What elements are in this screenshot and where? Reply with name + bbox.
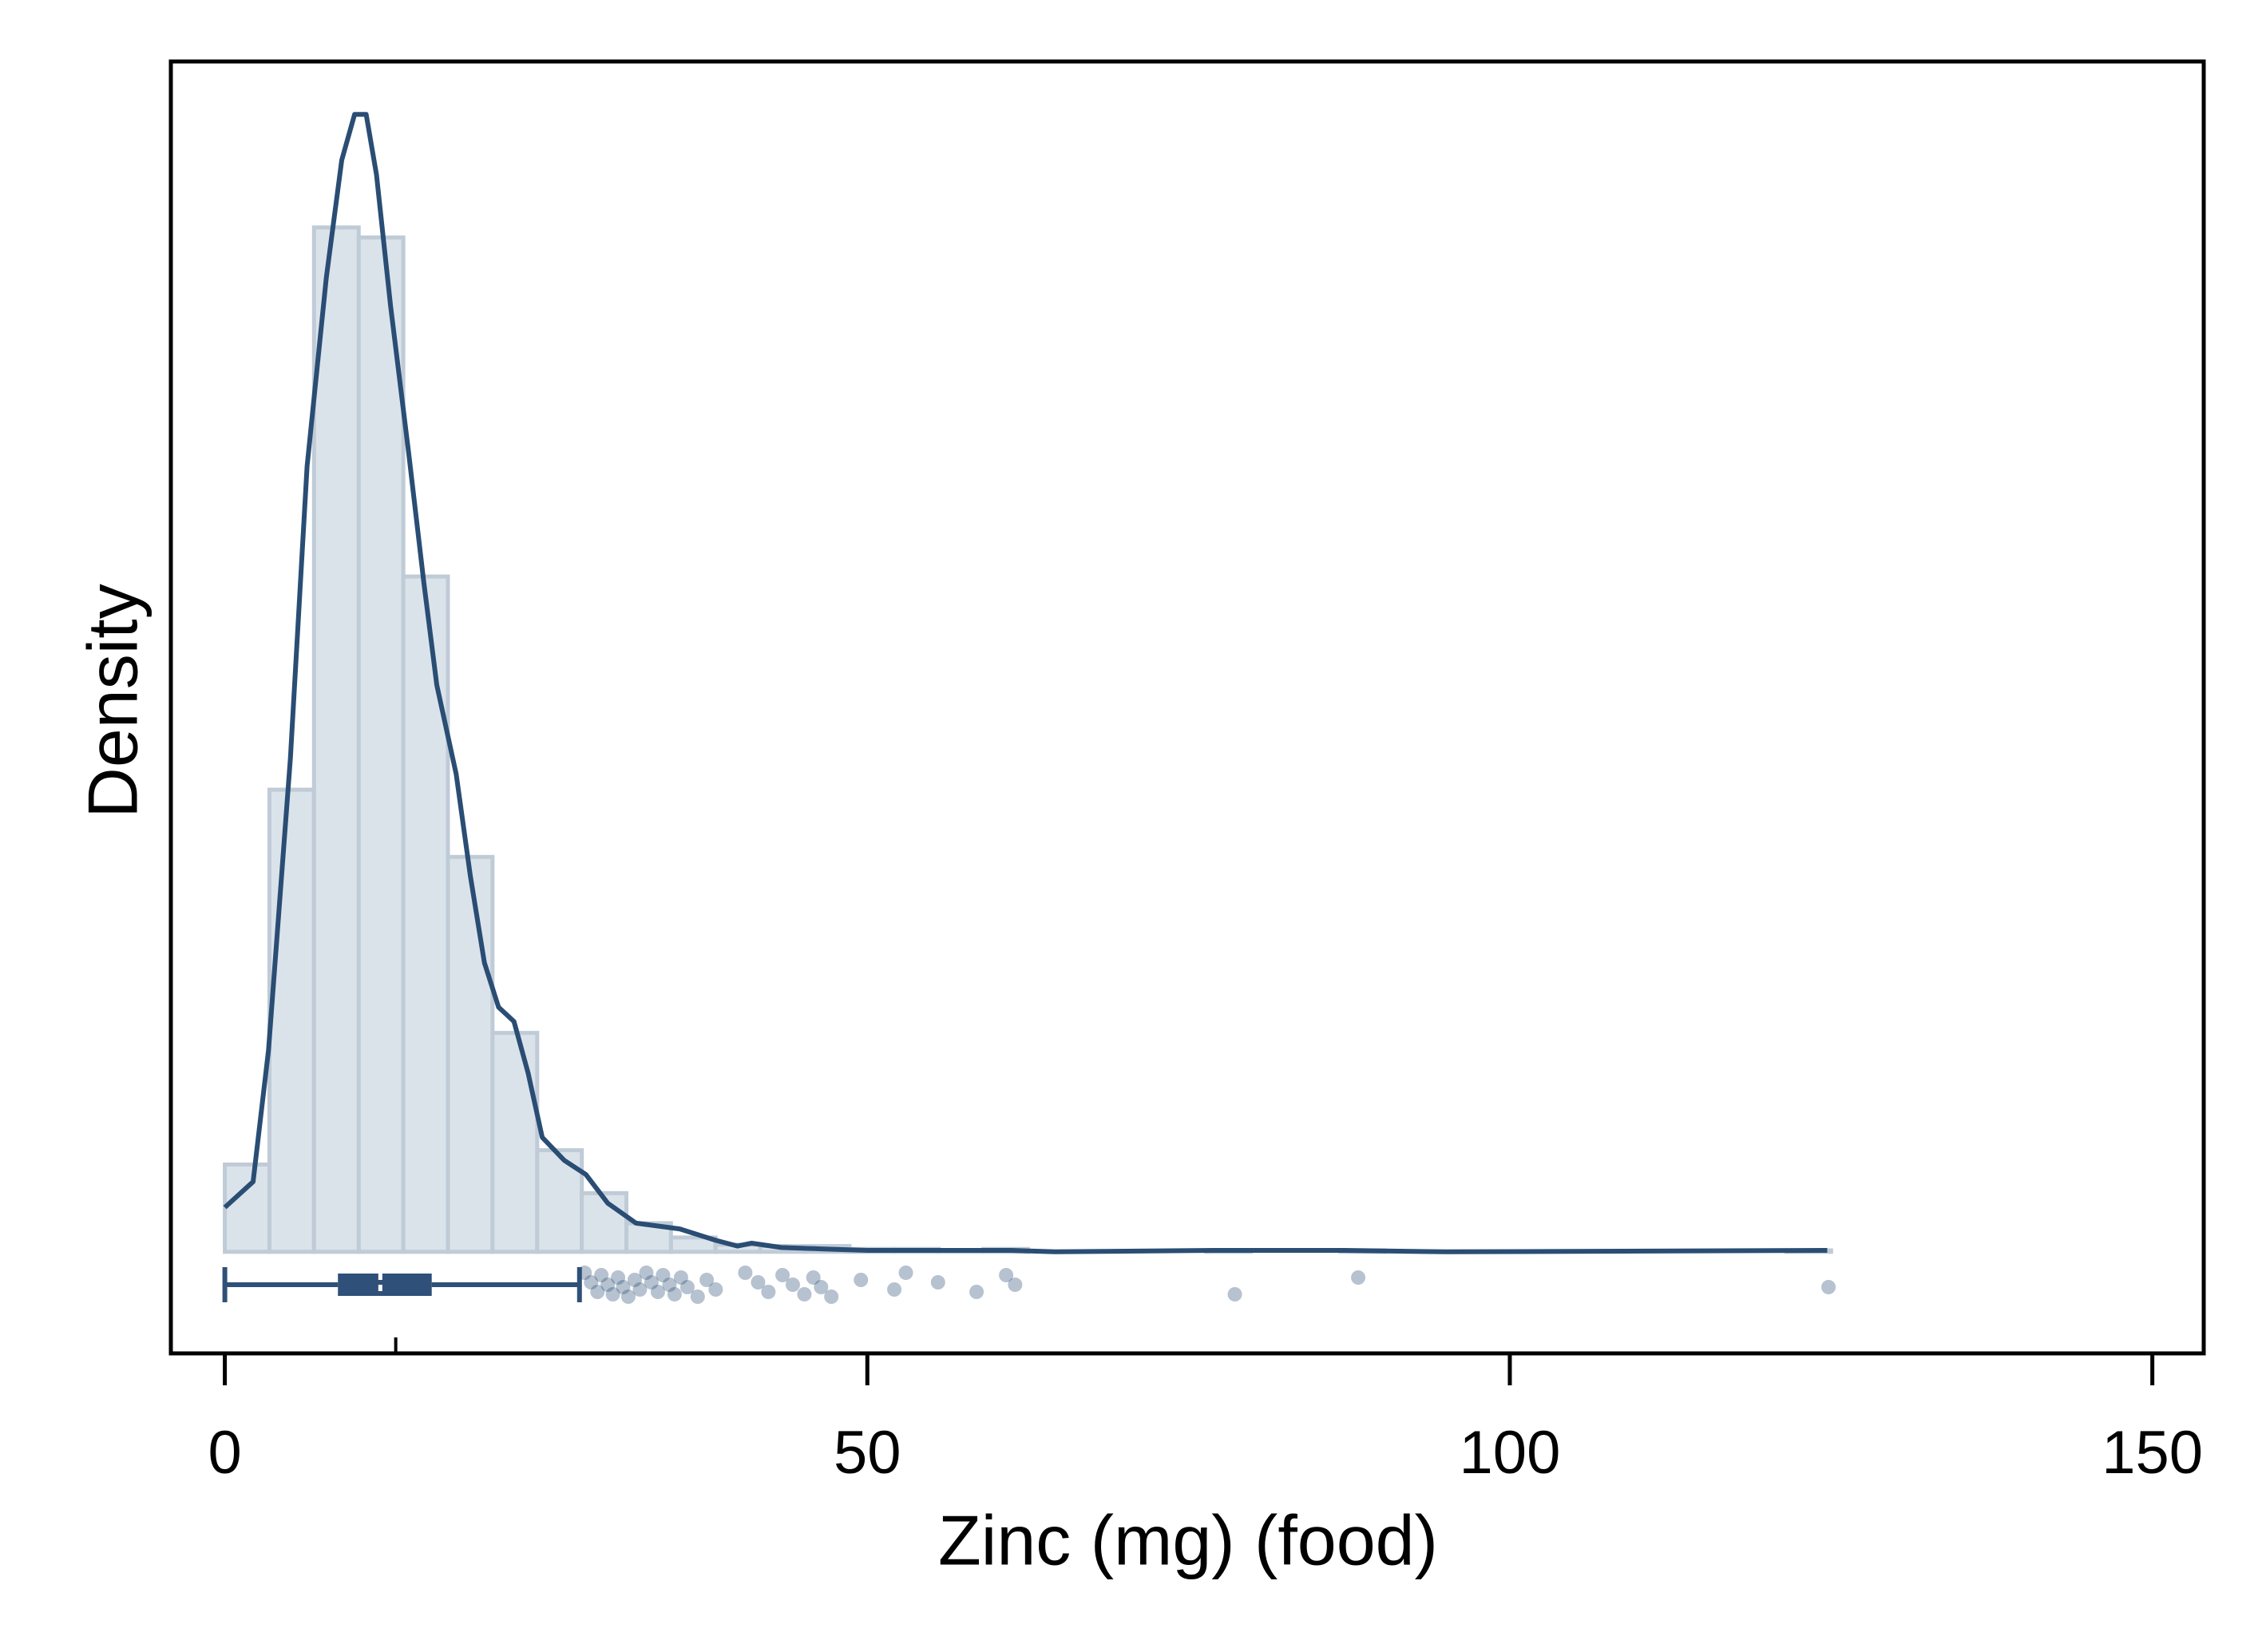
histogram-bar (311, 225, 361, 1254)
outlier-point (930, 1275, 945, 1290)
outlier-point (797, 1287, 812, 1301)
outlier-point (751, 1275, 766, 1290)
outlier-point (656, 1268, 671, 1282)
outlier-point (632, 1282, 648, 1297)
outlier-point (761, 1285, 776, 1299)
outlier-point (1227, 1287, 1242, 1301)
outlier-point (699, 1273, 715, 1287)
outlier-point (662, 1278, 677, 1292)
x-tick-label: 100 (1460, 1419, 1561, 1487)
outlier-point (1008, 1278, 1023, 1292)
box (338, 1274, 432, 1296)
histogram-bar (356, 235, 406, 1254)
outlier-point (785, 1278, 800, 1292)
outlier-point (679, 1280, 695, 1294)
histogram-bar (401, 574, 450, 1254)
outlier-point (667, 1287, 682, 1301)
density-curve (223, 112, 1828, 1254)
plot-frame (168, 59, 2206, 1356)
outlier-point (708, 1282, 723, 1297)
outlier-point (690, 1290, 705, 1304)
x-tick-label: 0 (208, 1419, 241, 1487)
outlier-point (650, 1285, 665, 1299)
histogram-bar (267, 787, 316, 1254)
outlier-point (600, 1278, 616, 1292)
x-tick-label: 150 (2102, 1419, 2203, 1487)
outlier-point (673, 1270, 688, 1285)
outlier-point (738, 1266, 753, 1280)
outlier-point (594, 1268, 609, 1282)
outlier-point (620, 1290, 636, 1304)
x-tick-label: 50 (834, 1419, 901, 1487)
outlier-point (616, 1280, 631, 1294)
outlier-point (605, 1287, 620, 1301)
histogram-bar (490, 1031, 540, 1254)
x-axis-title: Zinc (mg) (food) (938, 1500, 1438, 1579)
y-axis-title: Density (73, 584, 152, 818)
outlier-point (999, 1268, 1014, 1282)
outlier-point (590, 1285, 605, 1299)
outlier-point (814, 1280, 829, 1294)
outlier-point (644, 1275, 659, 1290)
outlier-point (887, 1282, 902, 1297)
outlier-point (824, 1290, 839, 1304)
outlier-point (627, 1273, 642, 1287)
histogram-bar (446, 854, 495, 1254)
histogram-bar (580, 1190, 629, 1254)
outlier-point (1821, 1280, 1836, 1294)
outlier-point (577, 1266, 592, 1280)
outlier-point (898, 1266, 913, 1280)
outlier-point (806, 1270, 821, 1285)
outlier-point (969, 1285, 984, 1299)
outlier-point (775, 1268, 790, 1282)
outlier-point (611, 1270, 626, 1285)
outlier-point (854, 1273, 869, 1287)
outlier-point (584, 1275, 599, 1290)
outlier-point (1351, 1270, 1366, 1285)
outlier-point (639, 1266, 654, 1280)
histogram-bar (223, 1162, 271, 1254)
